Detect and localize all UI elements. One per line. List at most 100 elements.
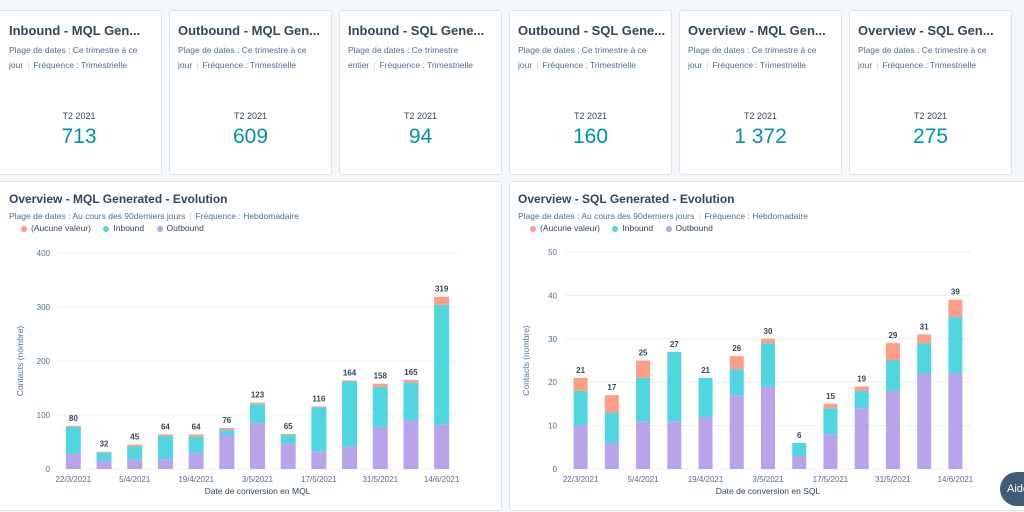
- kpi-card-inbound-sql[interactable]: Inbound - SQL Gene... Plage de dates : C…: [339, 10, 502, 175]
- legend-item-outbound[interactable]: Outbound: [665, 223, 713, 233]
- bar-segment-inbound: [219, 430, 235, 436]
- bar-segment-outbound: [698, 416, 713, 469]
- chart-title[interactable]: Overview - SQL Generated - Evolution: [518, 192, 735, 206]
- y-tick-label: 200: [37, 357, 51, 366]
- kpi-card-overview-sql[interactable]: Overview - SQL Gen... Plage de dates : C…: [849, 10, 1012, 175]
- legend-item-inbound[interactable]: Inbound: [103, 223, 144, 233]
- x-axis-label: Date de conversion en MQL: [205, 486, 311, 496]
- bar-segment-inbound: [573, 390, 588, 426]
- kpi-frequency: Fréquence : Trimestrielle: [33, 60, 127, 70]
- bar-segment-outbound: [729, 395, 744, 469]
- kpi-title[interactable]: Inbound - SQL Gene...: [348, 23, 485, 38]
- kpi-frequency: Fréquence : Trimestrielle: [712, 60, 806, 70]
- kpi-frequency: Fréquence : Trimestrielle: [542, 60, 636, 70]
- x-tick-label: 17/5/2021: [813, 475, 849, 484]
- kpi-meta: Plage de dates : Ce trimestre à ce jour |…: [9, 45, 138, 70]
- bar-segment-outbound: [127, 459, 143, 469]
- kpi-meta: Plage de dates : Ce trimestre à ce jour |…: [688, 45, 817, 70]
- bar-segment-none: [729, 356, 744, 370]
- y-tick-label: 10: [548, 422, 557, 431]
- bar-segment-outbound: [792, 455, 807, 469]
- bar-segment-outbound: [885, 390, 900, 469]
- chart-card-mql: Overview - MQL Generated - Evolution Pla…: [0, 181, 502, 511]
- legend-swatch-none: [530, 225, 536, 232]
- x-axis-label: Date de conversion en SQL: [716, 486, 821, 496]
- bar-segment-none: [636, 360, 651, 378]
- bar-segment-inbound: [342, 381, 358, 447]
- bar-segment-outbound: [636, 421, 651, 469]
- bar-total-label: 29: [888, 331, 897, 340]
- bar-segment-outbound: [311, 451, 327, 469]
- bar-segment-none: [403, 379, 419, 383]
- kpi-period: T2 2021: [743, 111, 778, 121]
- bar-segment-inbound: [698, 377, 713, 417]
- bar-total-label: 64: [192, 422, 201, 431]
- legend-item-outbound[interactable]: Outbound: [156, 223, 204, 233]
- bar-segment-inbound: [885, 360, 900, 391]
- y-tick-label: 100: [37, 411, 51, 420]
- kpi-title[interactable]: Overview - SQL Gen...: [858, 23, 994, 38]
- bar-segment-none: [157, 434, 173, 437]
- chart-card-sql: Overview - SQL Generated - Evolution Pla…: [509, 181, 1024, 511]
- bar-segment-inbound: [948, 317, 963, 374]
- bar-total-label: 15: [826, 392, 835, 401]
- bar-segment-none: [573, 377, 588, 391]
- kpi-period: T2 2021: [62, 111, 96, 121]
- bar-segment-inbound: [65, 426, 81, 454]
- bar-total-label: 39: [951, 288, 960, 297]
- kpi-meta: Plage de dates : Ce trimestre à ce jour |…: [518, 45, 647, 70]
- bar-total-label: 319: [435, 285, 449, 294]
- top-strip: [0, 0, 1024, 6]
- legend-item-none[interactable]: (Aucune valeur): [21, 223, 91, 233]
- bar-segment-inbound: [188, 436, 204, 453]
- kpi-value: 94: [408, 125, 433, 148]
- bar-segment-none: [372, 383, 388, 387]
- kpi-date-range: Plage de dates : Ce trimestre à ce jour: [9, 45, 138, 70]
- kpi-title[interactable]: Inbound - MQL Gen...: [9, 23, 141, 38]
- bar-total-label: 21: [701, 366, 710, 375]
- bar-segment-inbound: [96, 452, 112, 461]
- bar-total-label: 116: [312, 394, 325, 403]
- x-tick-label: 31/5/2021: [875, 475, 911, 484]
- bar-segment-none: [917, 334, 932, 344]
- bar-segment-inbound: [434, 304, 450, 425]
- kpi-card-overview-mql[interactable]: Overview - MQL Gen... Plage de dates : C…: [679, 10, 842, 175]
- kpi-title[interactable]: Outbound - SQL Gene...: [518, 23, 666, 38]
- x-tick-label: 3/5/2021: [752, 475, 784, 484]
- kpi-value: 713: [61, 125, 97, 148]
- legend-item-inbound[interactable]: Inbound: [612, 223, 653, 233]
- bar-total-label: 80: [69, 414, 78, 423]
- kpi-title[interactable]: Outbound - MQL Gen...: [178, 23, 321, 38]
- kpi-meta: Plage de dates : Ce trimestre entier | Fré…: [348, 45, 474, 70]
- kpi-card-inbound-mql[interactable]: Inbound - MQL Gen... Plage de dates : Ce…: [0, 10, 162, 175]
- bar-segment-none: [604, 395, 619, 413]
- kpi-title[interactable]: Overview - MQL Gen...: [688, 23, 826, 38]
- kpi-card-outbound-mql[interactable]: Outbound - MQL Gen... Plage de dates : C…: [169, 10, 332, 175]
- kpi-frequency: Fréquence : Trimestrielle: [882, 60, 976, 70]
- bar-segment-none: [280, 433, 296, 435]
- bar-segment-inbound: [792, 442, 807, 456]
- chart-title[interactable]: Overview - MQL Generated - Evolution: [9, 192, 228, 206]
- bar-segment-none: [65, 425, 81, 427]
- legend-label: Inbound: [113, 223, 145, 233]
- x-tick-label: 17/5/2021: [301, 475, 337, 484]
- edge-marker: [952, 0, 956, 4]
- bar-total-label: 76: [222, 416, 231, 425]
- bar-segment-outbound: [219, 435, 235, 469]
- help-button[interactable]: Aide: [1000, 472, 1024, 506]
- bar-segment-inbound: [729, 369, 744, 396]
- bar-segment-none: [127, 444, 143, 447]
- legend-swatch-outbound: [665, 225, 672, 232]
- kpi-meta: Plage de dates : Ce trimestre à ce jour |…: [858, 45, 987, 70]
- bar-segment-none: [311, 406, 327, 408]
- legend-label: Outbound: [166, 223, 204, 233]
- kpi-date-range: Plage de dates : Ce trimestre à ce jour: [858, 45, 987, 70]
- kpi-card-outbound-sql[interactable]: Outbound - SQL Gene... Plage de dates : …: [509, 10, 672, 175]
- bar-segment-inbound: [667, 351, 682, 422]
- legend-swatch-outbound: [156, 225, 163, 232]
- chart-meta: Plage de dates : Au cours des 90derniers…: [518, 211, 808, 221]
- bar-segment-outbound: [573, 425, 588, 469]
- chart-frequency: Fréquence : Hebdomadaire: [704, 211, 808, 221]
- x-tick-label: 31/5/2021: [362, 475, 398, 484]
- legend-item-none[interactable]: (Aucune valeur): [530, 223, 600, 233]
